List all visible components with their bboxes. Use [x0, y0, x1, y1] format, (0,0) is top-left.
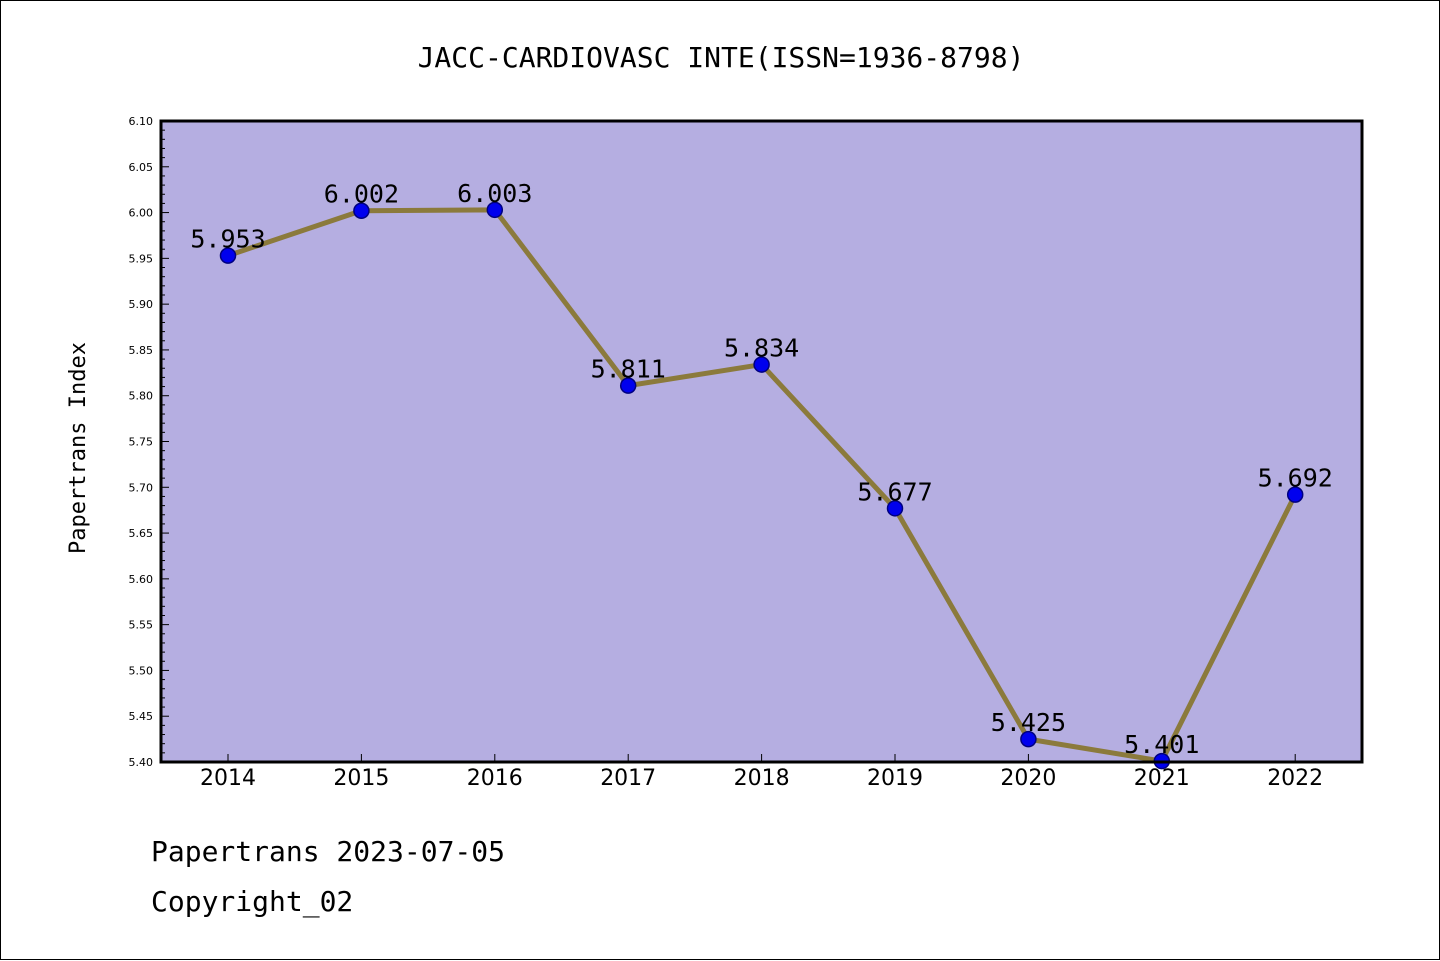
- data-label: 5.811: [591, 355, 666, 384]
- y-tick-label: 5.50: [129, 664, 154, 677]
- x-tick-label: 2017: [600, 766, 656, 791]
- footer-date: Papertrans 2023-07-05: [151, 835, 506, 868]
- y-tick-label: 5.40: [129, 756, 154, 769]
- y-tick-label: 6.00: [129, 207, 154, 220]
- y-tick-label: 5.80: [129, 390, 154, 403]
- data-label: 5.425: [991, 708, 1066, 737]
- x-tick-label: 2020: [1000, 766, 1056, 791]
- data-point: [753, 356, 770, 373]
- data-point: [1020, 730, 1037, 748]
- data-label: 5.692: [1258, 464, 1333, 493]
- x-tick-label: 2019: [867, 766, 923, 791]
- data-point: [486, 201, 504, 219]
- y-tick-label: 6.10: [129, 115, 154, 128]
- data-markers: [219, 201, 1304, 770]
- y-tick-label: 5.95: [129, 252, 154, 265]
- plot-area: [161, 121, 1362, 762]
- y-tick-label: 5.85: [129, 344, 154, 357]
- data-labels: 5.953 6.002 6.003 5.811 5.834 5.677 5.425 5.401…: [190, 179, 1332, 759]
- plot-border: [159, 119, 1364, 764]
- y-tick-label: 5.75: [129, 436, 154, 449]
- chart-title: JACC-CARDIOVASC INTE(ISSN=1936-8798): [418, 41, 1025, 74]
- footer-copyright: Copyright_02: [151, 885, 354, 918]
- y-axis-label: Papertrans Index: [66, 342, 91, 554]
- data-label: 5.953: [190, 225, 265, 254]
- y-tick-label: 5.90: [129, 298, 154, 311]
- x-tick-label: 2016: [467, 766, 523, 791]
- data-label: 5.401: [1124, 730, 1199, 759]
- data-label: 5.677: [857, 477, 932, 506]
- data-point: [619, 377, 637, 394]
- data-point: [1286, 486, 1304, 503]
- x-tick-label: 2014: [200, 766, 256, 791]
- y-axis-ticks: 5.40 5.45 5.50 5.55 5.60 5.65 5.70 5.75 5.80 5.85…: [129, 115, 169, 769]
- data-label: 5.834: [724, 334, 799, 363]
- y-tick-label: 5.65: [129, 527, 154, 540]
- data-point: [219, 247, 237, 264]
- x-tick-label: 2022: [1267, 766, 1323, 791]
- y-tick-label: 5.55: [129, 619, 154, 632]
- data-point: [353, 202, 370, 219]
- data-label: 6.002: [324, 180, 399, 209]
- data-label: 6.003: [457, 179, 532, 208]
- x-axis-ticks: 2014 2015 2016 2017 2018 2019 2020 2021 2022: [200, 754, 1323, 791]
- y-tick-label: 5.45: [129, 710, 154, 723]
- x-tick-label: 2018: [734, 766, 790, 791]
- y-tick-label: 5.70: [129, 481, 154, 494]
- data-point: [886, 500, 904, 517]
- x-tick-label: 2021: [1134, 766, 1190, 791]
- y-tick-label: 6.05: [129, 161, 154, 174]
- x-tick-label: 2015: [333, 766, 389, 791]
- y-tick-label: 5.60: [129, 573, 154, 586]
